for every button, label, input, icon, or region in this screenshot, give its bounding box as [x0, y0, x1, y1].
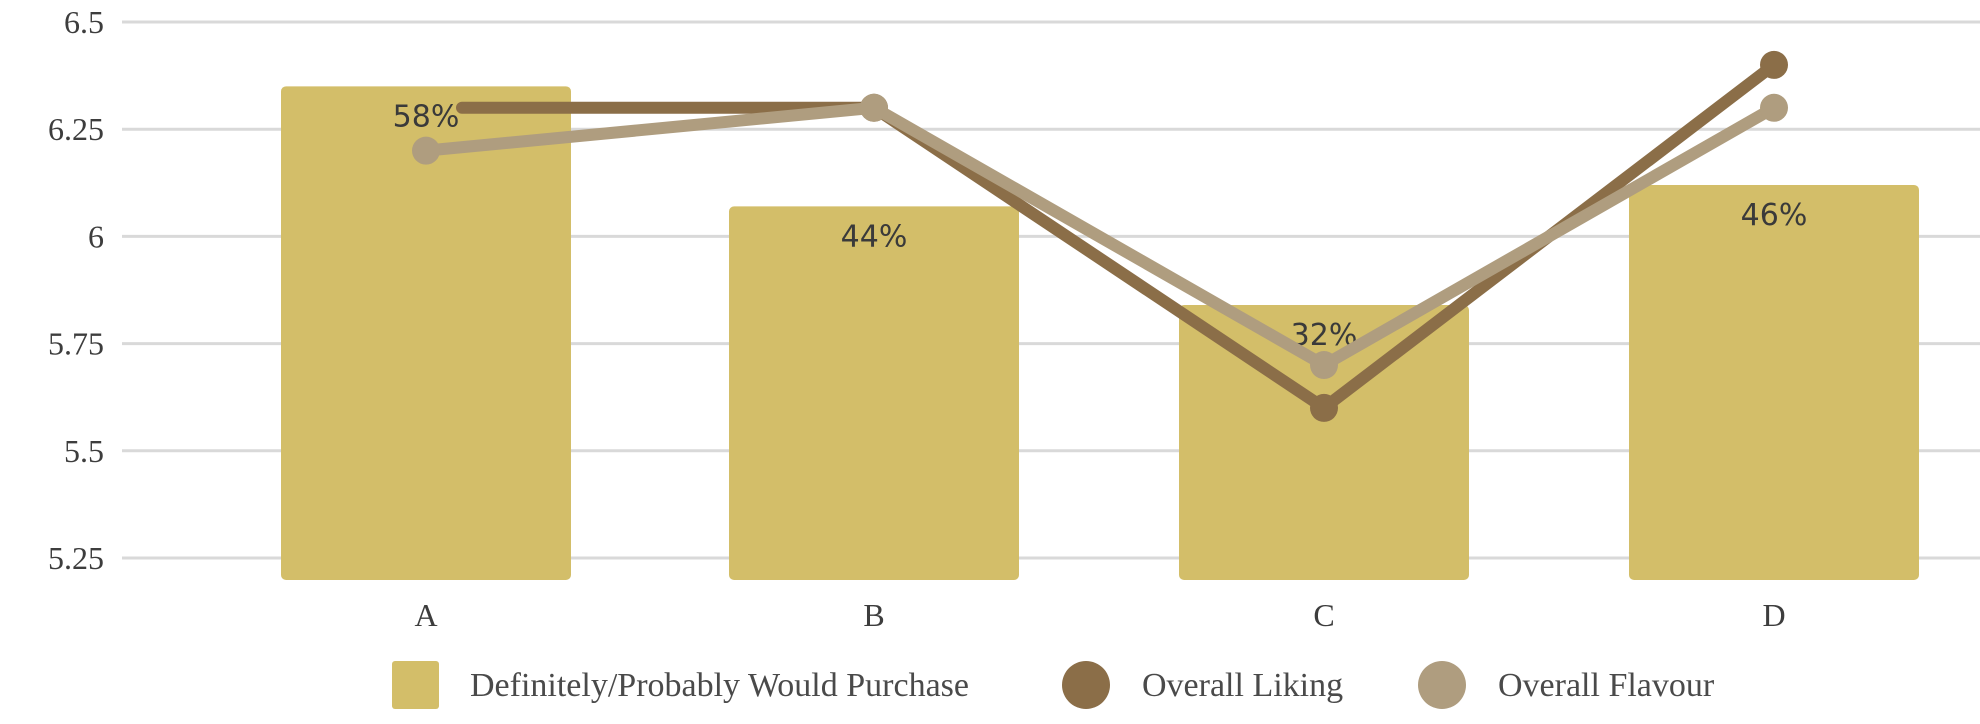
bar-data-label: 44%: [841, 219, 908, 254]
bar: [281, 86, 571, 580]
y-tick-label: 6.5: [64, 4, 104, 40]
series-line: [420, 101, 1780, 372]
bar: [1179, 305, 1469, 580]
series-point: [412, 136, 440, 165]
y-tick-label: 5.5: [64, 433, 104, 469]
bar-series: [281, 86, 1919, 580]
series-point: [1310, 351, 1338, 380]
bar: [1629, 184, 1919, 580]
legend-swatch-line: [1062, 661, 1110, 709]
y-tick-label: 5.75: [48, 326, 104, 362]
bar-data-labels: 58%44%32%46%: [393, 99, 1808, 353]
legend-label: Overall Flavour: [1498, 667, 1715, 704]
y-tick-label: 6: [88, 218, 104, 254]
x-tick-label: C: [1313, 597, 1334, 633]
series-point: [1760, 50, 1788, 79]
x-tick-label: A: [414, 597, 437, 633]
line-series: [412, 50, 1788, 422]
x-tick-label: D: [1762, 597, 1785, 633]
legend-swatch-bar: [392, 661, 439, 709]
legend-label: Definitely/Probably Would Purchase: [470, 667, 969, 704]
series-point: [860, 93, 888, 122]
y-axis-tick-labels: 6.5 6.25 6 5.75 5.5 5.25: [48, 4, 104, 576]
y-tick-label: 6.25: [48, 111, 104, 147]
x-axis-tick-labels: A B C D: [414, 597, 1785, 633]
bar-data-label: 58%: [393, 99, 460, 134]
legend-label: Overall Liking: [1142, 667, 1343, 704]
bar-data-label: 46%: [1741, 198, 1808, 233]
series-point: [1310, 393, 1338, 422]
legend: Definitely/Probably Would Purchase Overal…: [392, 661, 1715, 709]
x-tick-label: B: [863, 597, 884, 633]
legend-swatch-line: [1418, 661, 1466, 709]
bar: [729, 206, 1019, 580]
series-point: [1760, 93, 1788, 122]
y-tick-label: 5.25: [48, 540, 104, 576]
